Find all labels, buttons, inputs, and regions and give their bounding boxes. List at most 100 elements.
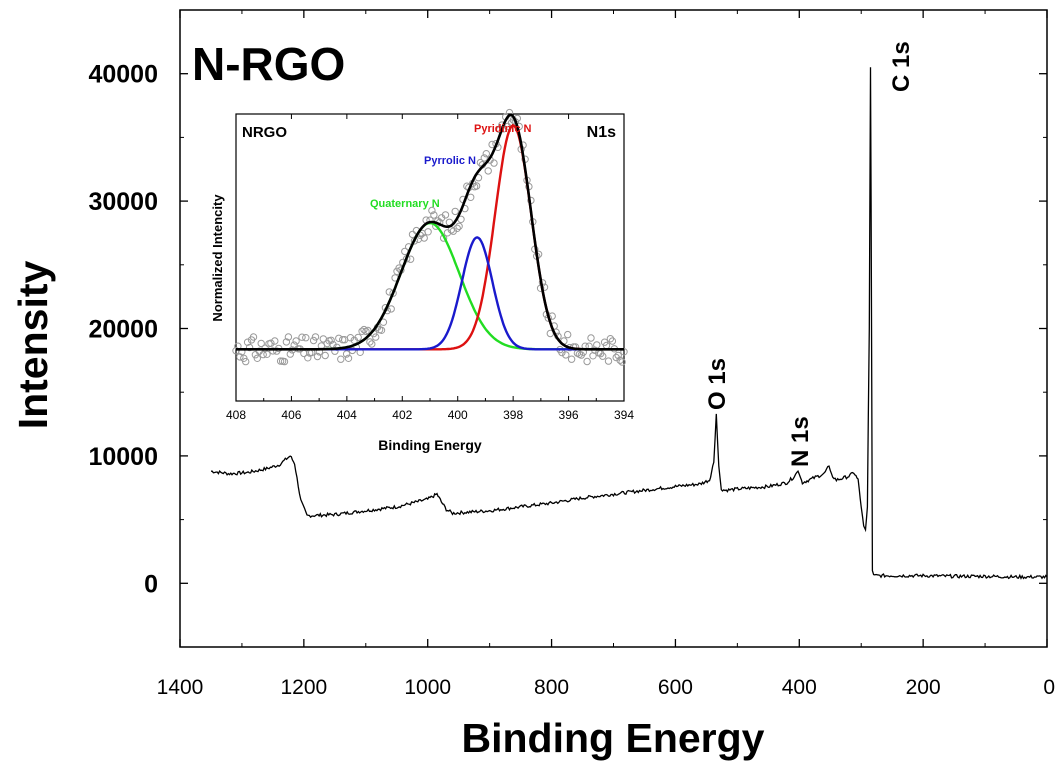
- inset-data-point: [387, 305, 395, 313]
- y-tick-label: 10000: [88, 443, 158, 471]
- inset-fit-curves: [236, 113, 624, 351]
- peak-label-n1s: N 1s: [787, 416, 814, 467]
- inset-data-point: [309, 336, 318, 345]
- inset-data-point: [368, 340, 376, 348]
- main-tick-label-group: 1400 1200 1000 800 600 400 200 0010000200003000…: [88, 61, 1055, 699]
- y-axis-label: Intensity: [10, 261, 56, 430]
- y-tick-label: 30000: [88, 188, 158, 216]
- inset-title: NRGO: [242, 124, 287, 141]
- inset-data-point: [313, 352, 322, 361]
- y-tick-label: 20000: [88, 316, 158, 344]
- inset-subtitle: N1s: [587, 124, 616, 141]
- x-tick-label: 600: [658, 676, 693, 699]
- inset-data-point: [354, 333, 362, 342]
- inset-data-point: [311, 333, 320, 341]
- inset-data-point: [242, 357, 250, 366]
- inset-data-point: [441, 211, 450, 219]
- inset-data-point: [358, 327, 366, 335]
- inset-data-point: [366, 338, 374, 346]
- main-tick-group: [179, 9, 1048, 648]
- inset-data-point: [263, 350, 271, 358]
- inset-data-point: [344, 354, 353, 362]
- inset-data-point: [253, 354, 261, 362]
- inset-legend-quaternary: Quaternary N: [370, 198, 440, 210]
- inset-data-point: [236, 353, 244, 361]
- inset-x-tick-label: 404: [337, 408, 357, 422]
- inset-data-point: [360, 325, 368, 334]
- inset-data-point: [476, 158, 485, 167]
- inset-data-point: [259, 350, 267, 359]
- inset-data-point: [342, 350, 351, 358]
- inset-data-point: [451, 207, 459, 216]
- peak-label-o1s: O 1s: [704, 358, 731, 410]
- x-tick-label: 1400: [157, 676, 204, 699]
- inset-x-tick-label: 398: [503, 408, 523, 422]
- inset-data-point: [562, 351, 570, 359]
- inset-data-point: [614, 351, 622, 360]
- inset-data-point: [618, 358, 626, 366]
- x-tick-label: 0: [1043, 676, 1055, 699]
- inset-data-point: [292, 337, 300, 345]
- inset-data-point: [453, 224, 461, 233]
- inset-data-point: [339, 336, 347, 344]
- inset-x-tick-label: 394: [614, 408, 634, 422]
- inset-data-point: [304, 354, 312, 362]
- inset-data-point: [364, 326, 372, 335]
- y-tick-label: 40000: [88, 61, 158, 89]
- inset-data-point: [346, 334, 355, 342]
- inset-x-tick-label: 396: [559, 408, 579, 422]
- inset-data-point: [372, 333, 380, 341]
- x-tick-label: 1000: [404, 676, 451, 699]
- inset-data-point: [616, 356, 624, 364]
- peak-label-c1s: C 1s: [888, 41, 915, 92]
- inset-data-point: [245, 343, 254, 352]
- inset-data-point: [327, 336, 335, 344]
- inset-data-point: [284, 333, 293, 341]
- inset-data-point: [420, 234, 428, 242]
- inset-y-axis-label: Normalized Intencity: [210, 194, 225, 322]
- inset-data-point: [599, 352, 607, 360]
- inset-data-point: [472, 182, 481, 190]
- inset-legend-pyridinic: Pyridinic N: [474, 123, 532, 135]
- inset-data-point: [286, 350, 294, 358]
- inset-data-point: [249, 333, 258, 341]
- chart-title: N-RGO: [192, 38, 345, 90]
- inset-data-point: [564, 330, 572, 339]
- inset-data-point: [534, 250, 543, 259]
- inset-x-tick-label: 400: [448, 408, 468, 422]
- inset-x-axis-label: Binding Energy: [378, 437, 482, 453]
- inset-data-point: [430, 211, 438, 219]
- inset-x-tick-label: 408: [226, 408, 246, 422]
- inset-data-point: [377, 326, 386, 334]
- inset-data-point: [490, 159, 498, 167]
- survey-spectrum-line: [211, 67, 1048, 580]
- inset-data-point: [267, 339, 275, 347]
- inset-data-point: [455, 222, 463, 231]
- inset-data-point: [408, 230, 417, 239]
- inset-data-point: [298, 333, 306, 341]
- inset-data-point: [482, 150, 490, 158]
- inset-x-tick-label: 406: [281, 408, 301, 422]
- inset-legend-pyrrolic: Pyrrolic N: [424, 155, 476, 167]
- inset-data-point: [583, 357, 591, 366]
- inset-x-tick-label: 402: [392, 408, 412, 422]
- x-tick-label: 400: [782, 676, 817, 699]
- x-tick-label: 800: [534, 676, 569, 699]
- inset-data-point: [428, 206, 436, 215]
- inset-data-point: [282, 338, 291, 346]
- y-tick-label: 0: [144, 570, 158, 598]
- inset-data-point: [608, 337, 617, 345]
- inset-data-point: [280, 357, 289, 366]
- inset-tick-label-group: 408 406 404 402 400 398 396 394: [226, 408, 634, 422]
- inset-data-point: [424, 228, 432, 236]
- inset-curve-envelope: [236, 113, 624, 351]
- inset-data-point: [484, 167, 492, 175]
- x-axis-label: Binding Energy: [462, 715, 765, 761]
- inset-data-point: [587, 334, 595, 342]
- inset-data-point: [302, 334, 310, 342]
- inset-data-point: [467, 193, 475, 202]
- x-tick-label: 200: [906, 676, 941, 699]
- inset-data-point: [606, 335, 615, 343]
- x-tick-label: 1200: [280, 676, 327, 699]
